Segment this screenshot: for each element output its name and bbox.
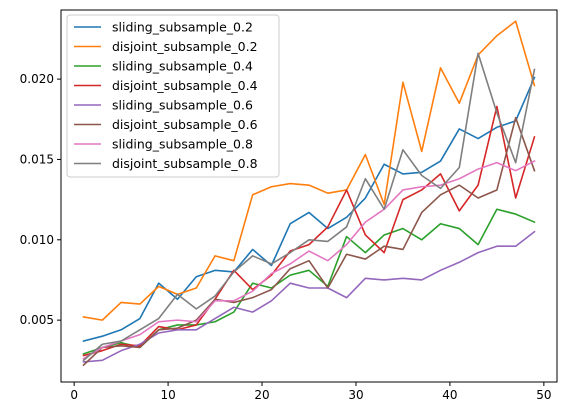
series-line-disjoint_subsample_0.6 — [82, 116, 536, 367]
legend-box — [66, 14, 280, 178]
plot-frame — [60, 9, 558, 383]
legend: sliding_subsample_0.2 disjoint_subsample_… — [66, 14, 280, 178]
series-line-sliding_subsample_0.4 — [82, 208, 536, 355]
y-tick-label: 0.010 — [20, 233, 54, 247]
y-tick-label: 0.015 — [20, 152, 54, 166]
plot-lines — [82, 20, 536, 367]
legend-label: disjoint_subsample_0.2 — [112, 39, 258, 54]
x-tick-label: 10 — [160, 388, 175, 402]
series-line-sliding_subsample_0.8 — [82, 159, 536, 360]
legend-label: sliding_subsample_0.6 — [112, 98, 253, 113]
x-tick-label: 20 — [254, 388, 269, 402]
y-axis: 0.005 0.010 0.015 0.020 — [20, 72, 61, 327]
x-tick-label: 30 — [348, 388, 363, 402]
legend-label: sliding_subsample_0.4 — [112, 59, 253, 74]
legend-label: disjoint_subsample_0.4 — [112, 78, 258, 93]
legend-label: sliding_subsample_0.2 — [112, 20, 253, 35]
legend-label: disjoint_subsample_0.8 — [112, 156, 258, 171]
x-tick-label: 40 — [442, 388, 457, 402]
series-line-disjoint_subsample_0.8 — [82, 52, 536, 362]
x-axis: 0 10 20 30 40 50 — [70, 382, 551, 402]
legend-label: disjoint_subsample_0.6 — [112, 117, 258, 132]
series-line-sliding_subsample_0.6 — [82, 230, 536, 363]
x-tick-label: 0 — [70, 388, 78, 402]
series-line-disjoint_subsample_0.2 — [82, 20, 536, 321]
x-tick-label: 50 — [536, 388, 551, 402]
legend-label: sliding_subsample_0.8 — [112, 137, 253, 152]
y-tick-label: 0.020 — [20, 72, 54, 86]
y-tick-label: 0.005 — [20, 313, 54, 327]
series-line-disjoint_subsample_0.4 — [82, 105, 536, 357]
series-line-sliding_subsample_0.2 — [82, 76, 536, 342]
